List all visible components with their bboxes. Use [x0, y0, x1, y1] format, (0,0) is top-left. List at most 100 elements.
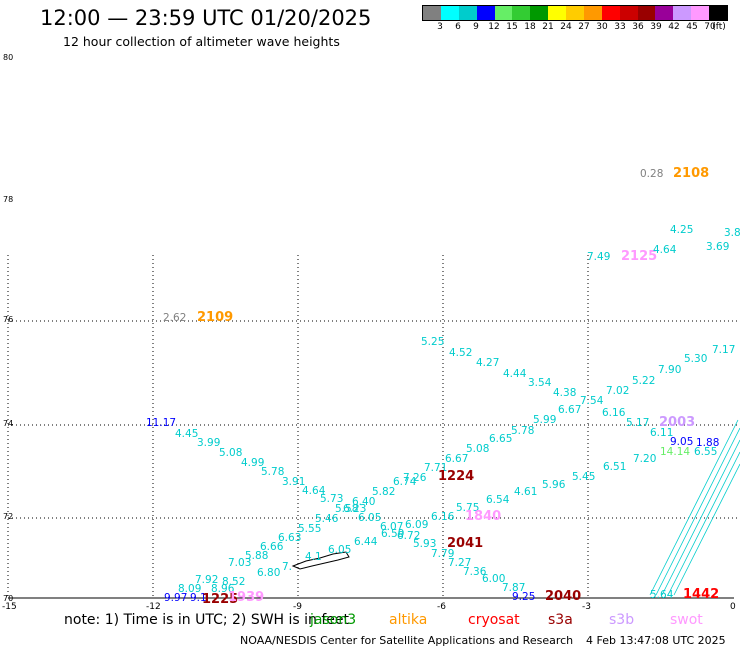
color-scale-segment: [655, 6, 674, 20]
wave-height-label: 9.97: [164, 592, 187, 604]
wave-height-label: 5.08: [466, 443, 489, 455]
wave-height-label: 7.17: [712, 344, 735, 356]
wave-height-label: 6.66: [260, 541, 284, 553]
wave-height-label: 6.05: [328, 544, 351, 556]
wave-height-label: 7.27: [448, 557, 471, 569]
lon-tick: -12: [146, 602, 161, 612]
wave-height-label: 7.71: [424, 462, 447, 474]
wave-height-label: 9.05: [670, 436, 693, 448]
wave-height-label: 6.67: [558, 404, 581, 416]
wave-height-label: 8.96: [211, 583, 235, 595]
lat-tick: 72: [3, 512, 13, 521]
color-scale-segment: [512, 6, 531, 20]
wave-height-label: 4.64: [302, 485, 326, 497]
wave-height-label: 4.99: [241, 457, 264, 469]
color-scale-segment: [637, 6, 656, 20]
color-scale-labels: 3 6 9 12 15 18 21 24 27 30 33 36 39 42 45 70 (ft): [422, 22, 728, 34]
wave-height-label: 1840: [465, 509, 501, 524]
map-title: 12:00 — 23:59 UTC 01/20/2025: [40, 6, 372, 30]
wave-height-label: 5.99: [533, 414, 556, 426]
color-scale-segment: [691, 6, 709, 20]
wave-height-label: 5.55: [298, 523, 321, 535]
lon-tick: -15: [2, 602, 17, 612]
wave-height-label: 1442: [683, 587, 719, 602]
color-scale-label: 18: [524, 22, 536, 32]
lat-tick: 70: [3, 594, 13, 603]
wave-height-label: 5.17: [626, 417, 649, 429]
wave-height-label: 5.22: [632, 375, 655, 387]
color-scale-segment: [566, 6, 584, 20]
wave-height-label: 4.1: [305, 551, 322, 563]
wave-height-label: 5.46: [315, 513, 339, 525]
wave-height-label: 5.25: [421, 336, 444, 348]
wave-height-label: 3.91: [282, 476, 305, 488]
wave-height-label: 1.88: [696, 437, 719, 449]
wave-height-label: 7.36: [463, 566, 487, 578]
wave-height-label: 7.20: [633, 453, 656, 465]
wave-height-label: 7.92: [195, 574, 218, 586]
wave-height-label: 6.65: [489, 433, 512, 445]
color-scale-label: 15: [506, 22, 518, 32]
wave-height-label: 7.49: [587, 251, 610, 263]
wave-height-label: 4.64: [653, 244, 677, 256]
latitude-tick-labels: 80 78 76 74 72 70: [3, 53, 13, 603]
wave-height-label: 11.17: [146, 417, 176, 429]
color-scale-segment: [423, 6, 441, 20]
color-scale-label: 30: [596, 22, 608, 32]
wave-height-label: 6.51: [603, 461, 626, 473]
wave-height-label: 7.02: [606, 385, 629, 397]
color-scale-segment: [476, 6, 495, 20]
wave-height-label: 2108: [673, 166, 709, 181]
color-scale-label: 42: [668, 22, 680, 32]
wave-height-label: 4.61: [514, 486, 537, 498]
color-scale-label: 39: [650, 22, 662, 32]
wave-height-label: 6.80: [257, 567, 280, 579]
color-scale-bar: [422, 5, 728, 21]
wave-height-label: 3.99: [197, 437, 220, 449]
color-scale-label: 3: [437, 22, 443, 32]
wave-height-label: 6.23: [343, 503, 366, 515]
wave-height-label: 5.58: [335, 503, 358, 515]
wave-height-label: 9.1: [190, 592, 207, 604]
wave-height-label: 5.45: [572, 471, 595, 483]
color-scale-label: 33: [614, 22, 626, 32]
color-scale-label: 70: [704, 22, 716, 32]
legend-item: cryosat: [468, 612, 520, 628]
color-scale-segment: [530, 6, 549, 20]
wave-height-label: 3.8: [724, 227, 740, 239]
footer-timestamp: 4 Feb 13:47:08 UTC 2025: [586, 634, 726, 647]
wave-height-label: 6.72: [397, 530, 420, 542]
wave-height-label: 5.08: [219, 447, 242, 459]
wave-height-label: 4.44: [503, 368, 527, 380]
wave-height-label: 2040: [545, 589, 581, 604]
wave-height-label: 6.55: [694, 446, 717, 458]
wave-height-label: 6.09: [405, 519, 428, 531]
color-scale-label: 24: [560, 22, 572, 32]
wave-height-label: 5.75: [456, 502, 479, 514]
wave-height-label: 6.16: [602, 407, 626, 419]
wave-height-label: 9.25: [512, 591, 535, 603]
island-outline: [291, 551, 350, 570]
wave-height-label: 14.14: [660, 446, 690, 458]
color-scale-segment: [583, 6, 602, 20]
wave-height-label: 7.03: [228, 557, 251, 569]
color-scale-segment: [440, 6, 459, 20]
wave-height-label: 6.00: [482, 573, 505, 585]
wave-height-label: 8.52: [222, 576, 245, 588]
wave-height-label: 5.88: [245, 550, 268, 562]
wave-height-label: 7.90: [658, 364, 681, 376]
wave-height-label: 7.54: [580, 395, 604, 407]
wave-height-label: 4.52: [449, 347, 472, 359]
color-scale-segment: [494, 6, 513, 20]
wave-height-label: 6.74: [393, 476, 417, 488]
note-text: note: 1) Time is in UTC; 2) SWH is in fe…: [64, 612, 350, 628]
color-scale-label: 12: [488, 22, 500, 32]
footer-credit: NOAA/NESDIS Center for Satellite Applica…: [240, 634, 574, 647]
wave-height-label: 2125: [621, 249, 657, 264]
color-scale-segment: [673, 6, 692, 20]
satellite-track-lines: [649, 419, 740, 596]
wave-height-label: 6.05: [358, 512, 381, 524]
lon-tick: -3: [582, 602, 591, 612]
lon-tick: 0: [730, 602, 736, 612]
